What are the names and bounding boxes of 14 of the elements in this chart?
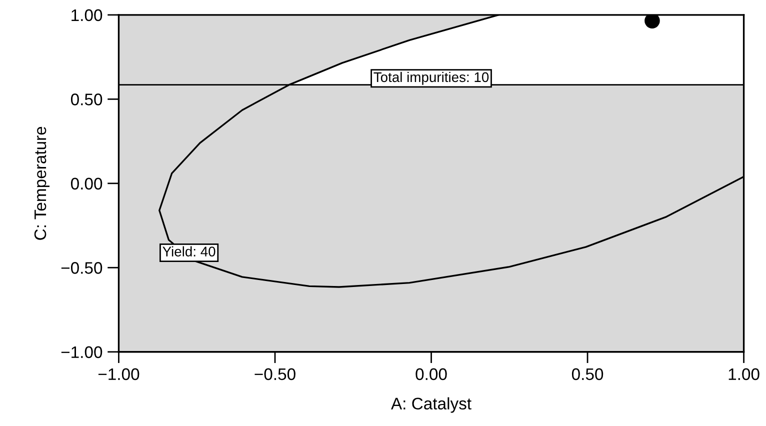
x-tick-label: −1.00 bbox=[98, 368, 140, 380]
annotation: Total impurities: 10 bbox=[374, 72, 489, 85]
y-tick-label: −1.00 bbox=[61, 346, 102, 358]
x-tick-label: 0.00 bbox=[416, 368, 447, 380]
x-tick-label: −0.50 bbox=[254, 368, 296, 380]
annotation: Yield: 40 bbox=[162, 246, 216, 256]
x-tick-label: 1.00 bbox=[728, 368, 760, 380]
y-axis-title: C: Temperature bbox=[34, 126, 50, 240]
x-tick-label: 0.50 bbox=[572, 368, 604, 380]
y-tick-label: 0.50 bbox=[70, 94, 102, 106]
y-tick-label: 1.00 bbox=[72, 9, 102, 22]
x-axis-title: A: Catalyst bbox=[391, 397, 472, 413]
y-tick-label: 0.00 bbox=[70, 178, 102, 190]
y-tick-label: −0.50 bbox=[61, 262, 102, 274]
